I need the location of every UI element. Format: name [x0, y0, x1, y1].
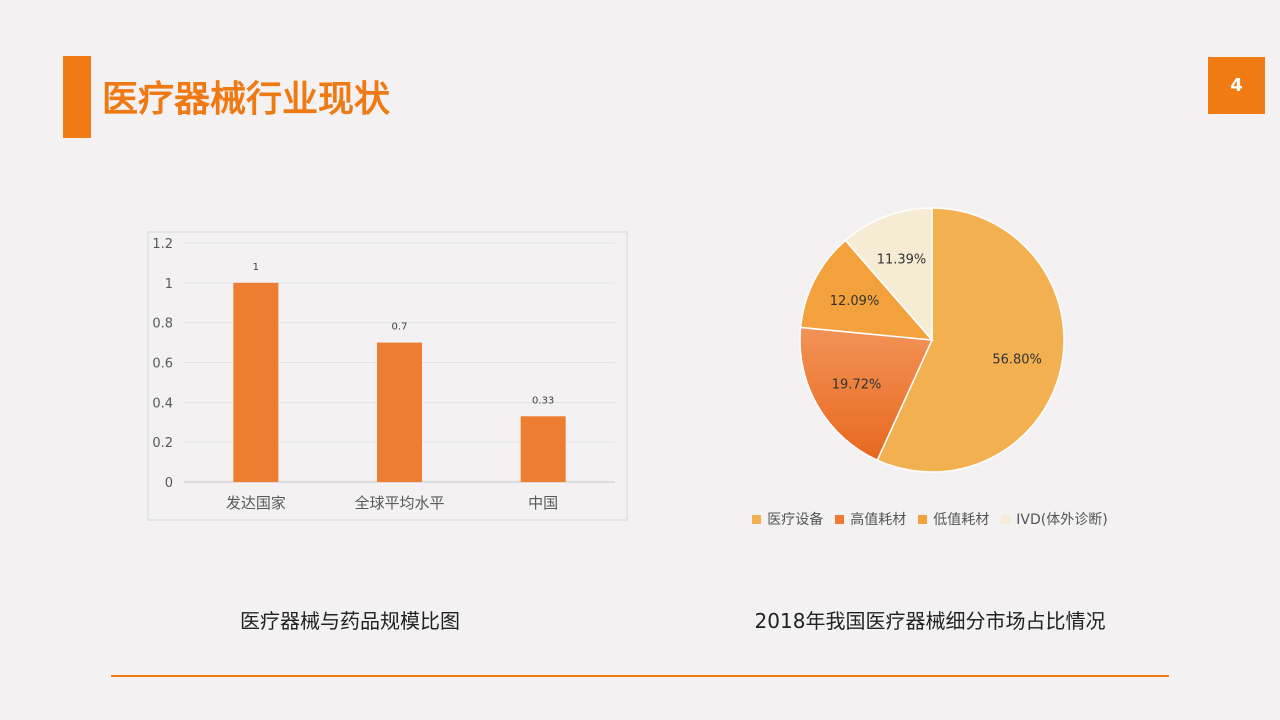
- bar: [520, 416, 566, 482]
- bar-chart-frame: [147, 231, 628, 521]
- page-title: 医疗器械行业现状: [102, 79, 391, 120]
- legend-label: 低值耗材: [933, 512, 990, 528]
- y-tick-label: 1.2: [152, 237, 173, 252]
- page-number-badge: 4: [1208, 57, 1265, 114]
- legend-item: 高值耗材: [835, 509, 906, 529]
- pie-legend: 医疗设备 高值耗材 低值耗材 IVD(体外诊断): [700, 509, 1160, 529]
- y-tick-label: 0.8: [152, 317, 173, 332]
- bar-value-label: 0.7: [392, 322, 408, 333]
- pie-value-label: 19.72%: [832, 378, 882, 393]
- legend-swatch: [752, 514, 762, 524]
- pie-value-label: 12.09%: [830, 294, 880, 309]
- y-tick-label: 0.4: [152, 396, 173, 411]
- x-category-label: 中国: [528, 494, 558, 512]
- bar-value-label: 1: [253, 262, 259, 273]
- y-tick-label: 0: [165, 476, 173, 491]
- bar: [233, 282, 279, 482]
- x-category-label: 发达国家: [226, 494, 286, 512]
- pie-value-label: 56.80%: [992, 352, 1042, 367]
- footer-divider: [111, 675, 1169, 677]
- pie-slice: [844, 207, 933, 343]
- legend-item: 医疗设备: [752, 509, 823, 529]
- legend-item: 低值耗材: [918, 509, 989, 529]
- bar-chart: 0 0.2 0.4 0.6 0.8 1 1.2 1 发达国家 0.7 全球平均水平 0.33 中国: [147, 231, 628, 521]
- pie-value-label: 11.39%: [877, 252, 927, 267]
- legend-label: IVD(体外诊断): [1016, 512, 1108, 528]
- legend-swatch: [918, 514, 928, 524]
- legend-swatch: [835, 514, 845, 524]
- pie-chart: 56.80% 19.72% 12.09% 11.39%: [799, 207, 1065, 473]
- x-category-label: 全球平均水平: [354, 494, 444, 512]
- pie-slice: [876, 207, 1065, 473]
- pie-slice: [799, 326, 934, 462]
- bar: [377, 342, 422, 482]
- y-tick-label: 0.6: [152, 357, 173, 372]
- bar-value-label: 0.33: [532, 395, 554, 406]
- legend-swatch: [1001, 514, 1011, 524]
- y-tick-label: 0.2: [152, 436, 173, 451]
- pie-slice: [799, 239, 934, 341]
- bar-chart-caption: 医疗器械与药品规模比图: [240, 609, 460, 633]
- legend-label: 医疗设备: [767, 512, 824, 528]
- title-accent-bar: [63, 56, 91, 138]
- legend-item: IVD(体外诊断): [1001, 509, 1108, 529]
- y-tick-label: 1: [165, 277, 173, 292]
- legend-label: 高值耗材: [850, 512, 907, 528]
- pie-chart-caption: 2018年我国医疗器械细分市场占比情况: [754, 609, 1106, 633]
